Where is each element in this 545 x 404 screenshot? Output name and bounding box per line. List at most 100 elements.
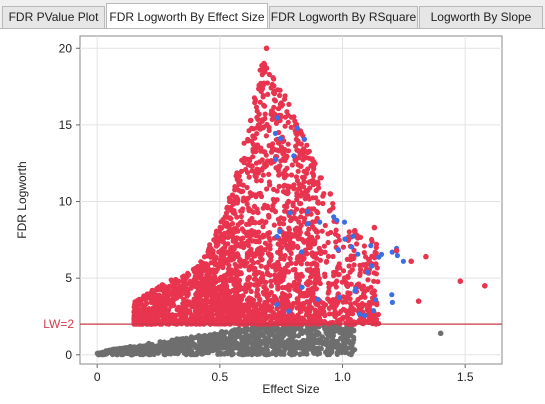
data-point <box>288 124 294 130</box>
data-point <box>315 296 321 302</box>
data-point <box>158 284 164 291</box>
data-point <box>258 88 264 95</box>
data-point <box>114 352 120 358</box>
data-point <box>364 287 371 293</box>
data-point <box>273 165 279 171</box>
data-point <box>211 237 217 243</box>
data-point <box>258 319 265 325</box>
data-point <box>299 284 305 290</box>
data-point <box>373 261 379 267</box>
data-point <box>317 257 323 263</box>
outlier-point <box>263 65 270 71</box>
data-point <box>291 186 297 192</box>
data-point <box>143 346 150 352</box>
tab-fdr-logworth-by-rsquare[interactable]: FDR Logworth By RSquare <box>269 6 418 28</box>
data-point <box>195 319 201 325</box>
data-point <box>130 345 136 352</box>
data-point <box>254 351 260 357</box>
data-point <box>294 288 300 294</box>
data-point <box>245 195 251 201</box>
data-point <box>230 287 236 293</box>
data-point <box>269 207 275 213</box>
data-point <box>344 256 350 262</box>
data-point <box>266 214 272 220</box>
data-point <box>301 292 307 298</box>
data-point <box>310 173 317 179</box>
data-point <box>268 149 275 155</box>
data-point <box>286 198 292 204</box>
data-point <box>225 241 231 247</box>
data-point <box>335 247 341 253</box>
outlier-point <box>393 247 400 254</box>
data-point <box>238 213 244 220</box>
tab-fdr-logworth-by-effect-size[interactable]: FDR Logworth By Effect Size <box>106 3 268 29</box>
data-point <box>349 349 355 355</box>
data-point <box>232 187 238 193</box>
data-point <box>342 236 348 242</box>
data-point <box>247 234 253 240</box>
data-point <box>365 277 371 283</box>
data-point <box>221 239 227 245</box>
data-point <box>296 303 302 309</box>
data-point <box>366 299 372 306</box>
data-point <box>296 155 302 161</box>
data-point <box>232 336 238 342</box>
data-point <box>284 204 290 210</box>
data-point <box>230 238 236 244</box>
data-point <box>253 309 259 315</box>
data-point <box>255 250 261 256</box>
data-point <box>360 316 367 323</box>
x-tick-label: 0 <box>94 370 101 384</box>
data-point <box>181 350 187 356</box>
data-point <box>287 238 293 244</box>
data-point <box>131 318 137 325</box>
data-point <box>207 320 213 326</box>
data-point <box>251 339 257 345</box>
data-point <box>177 340 184 346</box>
data-point <box>240 293 246 299</box>
data-point <box>175 304 182 310</box>
data-point <box>341 275 348 281</box>
data-point <box>189 312 195 318</box>
data-point <box>253 239 259 245</box>
data-point <box>275 216 281 222</box>
data-point <box>206 349 212 356</box>
outlier-point <box>263 45 270 52</box>
data-point <box>335 264 342 270</box>
data-point <box>302 306 308 312</box>
data-point <box>165 317 171 323</box>
data-point <box>95 352 102 358</box>
data-point <box>256 333 262 339</box>
data-point <box>358 294 364 300</box>
data-point <box>170 337 176 343</box>
data-point <box>326 325 332 332</box>
data-point <box>296 333 302 339</box>
data-point <box>301 184 307 190</box>
data-point <box>251 282 257 288</box>
data-point <box>186 339 193 345</box>
data-point <box>304 142 310 148</box>
data-point <box>238 168 245 174</box>
data-point <box>371 278 377 284</box>
data-point <box>130 351 136 357</box>
data-point <box>205 262 211 268</box>
data-point <box>169 289 175 295</box>
data-point <box>357 272 363 278</box>
data-point <box>282 235 288 241</box>
tab-fdr-pvalue-plot[interactable]: FDR PValue Plot <box>2 6 105 28</box>
data-point <box>313 229 320 235</box>
data-point <box>253 174 259 180</box>
data-point <box>297 351 303 357</box>
data-point <box>139 349 145 355</box>
data-point <box>356 305 362 311</box>
data-point <box>281 96 288 102</box>
outlier-point <box>307 178 314 185</box>
data-point <box>329 338 335 344</box>
data-point <box>250 209 256 215</box>
x-axis-ticks: 0 0.5 1.0 1.5 <box>94 364 474 384</box>
data-point <box>369 313 375 319</box>
data-point <box>255 210 261 216</box>
data-point <box>330 201 336 207</box>
data-point <box>340 326 346 333</box>
tab-logworth-by-slope[interactable]: Logworth By Slope <box>419 6 543 28</box>
